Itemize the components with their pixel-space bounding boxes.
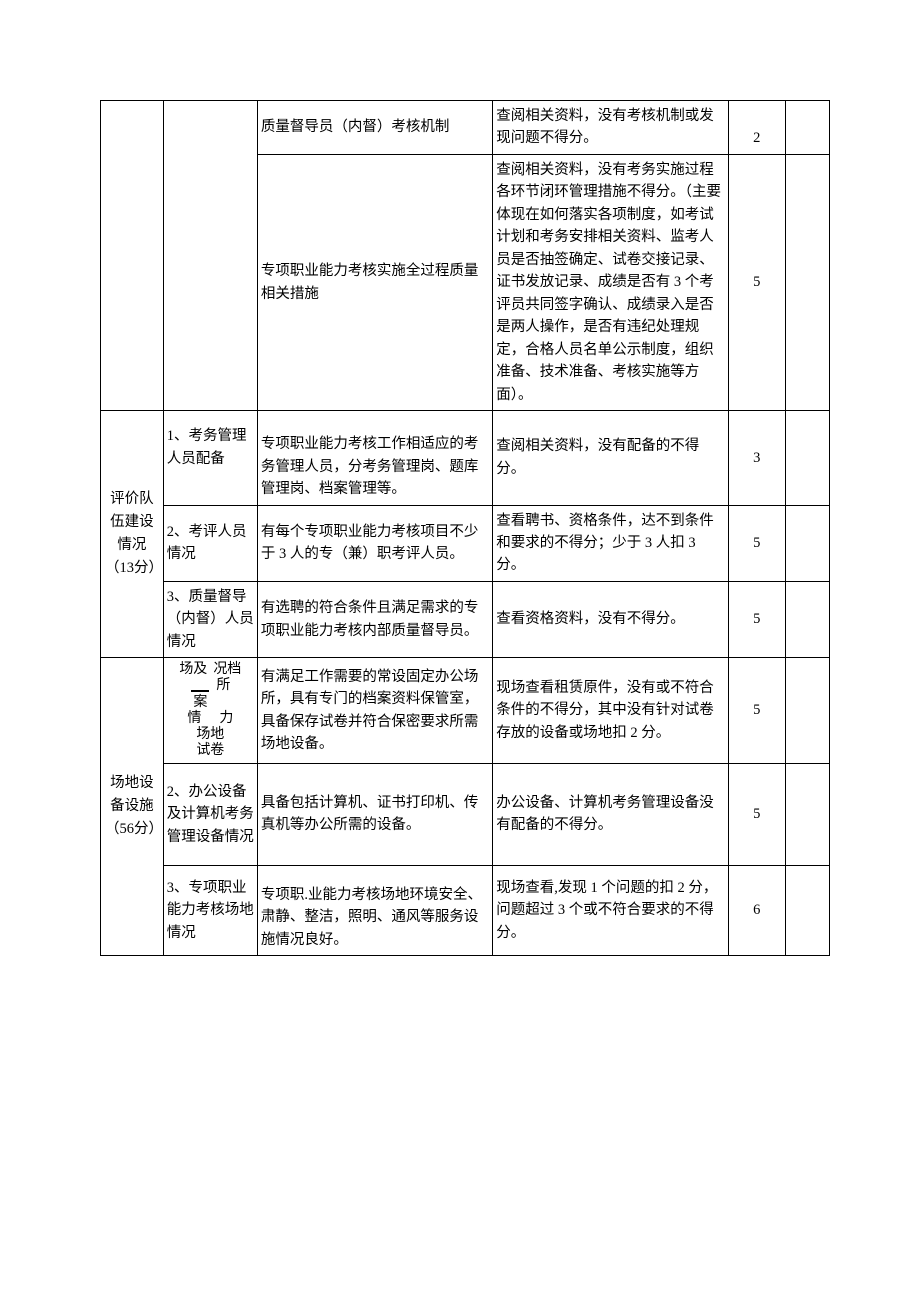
cell-sub: 3、质量督导（内督）人员情况 bbox=[163, 581, 257, 657]
cell-score bbox=[786, 581, 830, 657]
cell-req: 有满足工作需要的常设固定办公场所，具有专门的档案资料保管室，具备保存试卷并符合保… bbox=[257, 658, 492, 764]
cell-category: 评价队伍建设情况（13分） bbox=[101, 411, 164, 658]
overlap-line-icon bbox=[191, 675, 209, 691]
table-row: 2、办公设备及计算机考务管理设备情况 具备包括计算机、证书打印机、传真机等办公所… bbox=[101, 763, 830, 865]
cell-sub: 3、专项职业能力考核场地情况 bbox=[163, 865, 257, 955]
table-row: 评价队伍建设情况（13分） 1、考务管理人员配备 专项职业能力考核工作相适应的考… bbox=[101, 411, 830, 505]
cell-sub-cont bbox=[163, 101, 257, 411]
cell-pts: 5 bbox=[728, 581, 786, 657]
cell-std: 查看资格资料，没有不得分。 bbox=[493, 581, 728, 657]
table-row: 3、质量督导（内督）人员情况 有选聘的符合条件且满足需求的专项职业能力考核内部质… bbox=[101, 581, 830, 657]
cell-score bbox=[786, 411, 830, 505]
cell-pts: 2 bbox=[728, 101, 786, 155]
table-row: 3、专项职业能力考核场地情况 专项职.业能力考核场地环境安全、肃静、整洁，照明、… bbox=[101, 865, 830, 955]
cell-req: 质量督导员（内督）考核机制 bbox=[257, 101, 492, 155]
cell-category: 场地设备设施（56分） bbox=[101, 658, 164, 956]
cell-category-cont bbox=[101, 101, 164, 411]
cell-std: 查阅相关资料，没有考核机制或发现问题不得分。 bbox=[493, 101, 728, 155]
cell-req: 具备包括计算机、证书打印机、传真机等办公所需的设备。 bbox=[257, 763, 492, 865]
table-row: 2、考评人员情况 有每个专项职业能力考核项目不少于 3 人的专（兼）职考评人员。… bbox=[101, 505, 830, 581]
cell-pts: 3 bbox=[728, 411, 786, 505]
cell-req: 专项职.业能力考核场地环境安全、肃静、整洁，照明、通风等服务设施情况良好。 bbox=[257, 865, 492, 955]
table-row: 质量督导员（内督）考核机制 查阅相关资料，没有考核机制或发现问题不得分。 2 bbox=[101, 101, 830, 155]
cell-pts: 5 bbox=[728, 763, 786, 865]
cell-score bbox=[786, 154, 830, 410]
cell-score bbox=[786, 101, 830, 155]
cell-req: 专项职业能力考核实施全过程质量相关措施 bbox=[257, 154, 492, 410]
cell-std: 现场查看,发现 1 个问题的扣 2 分，问题超过 3 个或不符合要求的不得分。 bbox=[493, 865, 728, 955]
cell-req: 有选聘的符合条件且满足需求的专项职业能力考核内部质量督导员。 bbox=[257, 581, 492, 657]
cell-score bbox=[786, 658, 830, 764]
cell-req: 专项职业能力考核工作相适应的考务管理人员，分考务管理岗、题库管理岗、档案管理等。 bbox=[257, 411, 492, 505]
table-row: 场地设备设施（56分） 场及况档 所 案 情力 场地 试卷 有满足工作需要的常设… bbox=[101, 658, 830, 764]
cell-pts: 5 bbox=[728, 658, 786, 764]
cell-std: 办公设备、计算机考务管理设备没有配备的不得分。 bbox=[493, 763, 728, 865]
cell-std: 现场查看租赁原件，没有或不符合条件的不得分，其中没有针对试卷存放的设备或场地扣 … bbox=[493, 658, 728, 764]
cell-sub: 2、办公设备及计算机考务管理设备情况 bbox=[163, 763, 257, 865]
cell-std: 查阅相关资料，没有考务实施过程各环节闭环管理措施不得分。（主要体现在如何落实各项… bbox=[493, 154, 728, 410]
cell-std: 查阅相关资料，没有配备的不得分。 bbox=[493, 411, 728, 505]
cell-pts: 5 bbox=[728, 154, 786, 410]
cell-score bbox=[786, 763, 830, 865]
cell-sub: 1、考务管理人员配备 bbox=[163, 411, 257, 505]
cell-sub-garbled: 场及况档 所 案 情力 场地 试卷 bbox=[163, 658, 257, 764]
cell-pts: 5 bbox=[728, 505, 786, 581]
cell-req: 有每个专项职业能力考核项目不少于 3 人的专（兼）职考评人员。 bbox=[257, 505, 492, 581]
cell-pts: 6 bbox=[728, 865, 786, 955]
cell-std: 查看聘书、资格条件，达不到条件和要求的不得分；少于 3 人扣 3 分。 bbox=[493, 505, 728, 581]
cell-score bbox=[786, 505, 830, 581]
cell-score bbox=[786, 865, 830, 955]
cell-sub: 2、考评人员情况 bbox=[163, 505, 257, 581]
evaluation-table: 质量督导员（内督）考核机制 查阅相关资料，没有考核机制或发现问题不得分。 2 专… bbox=[100, 100, 830, 956]
